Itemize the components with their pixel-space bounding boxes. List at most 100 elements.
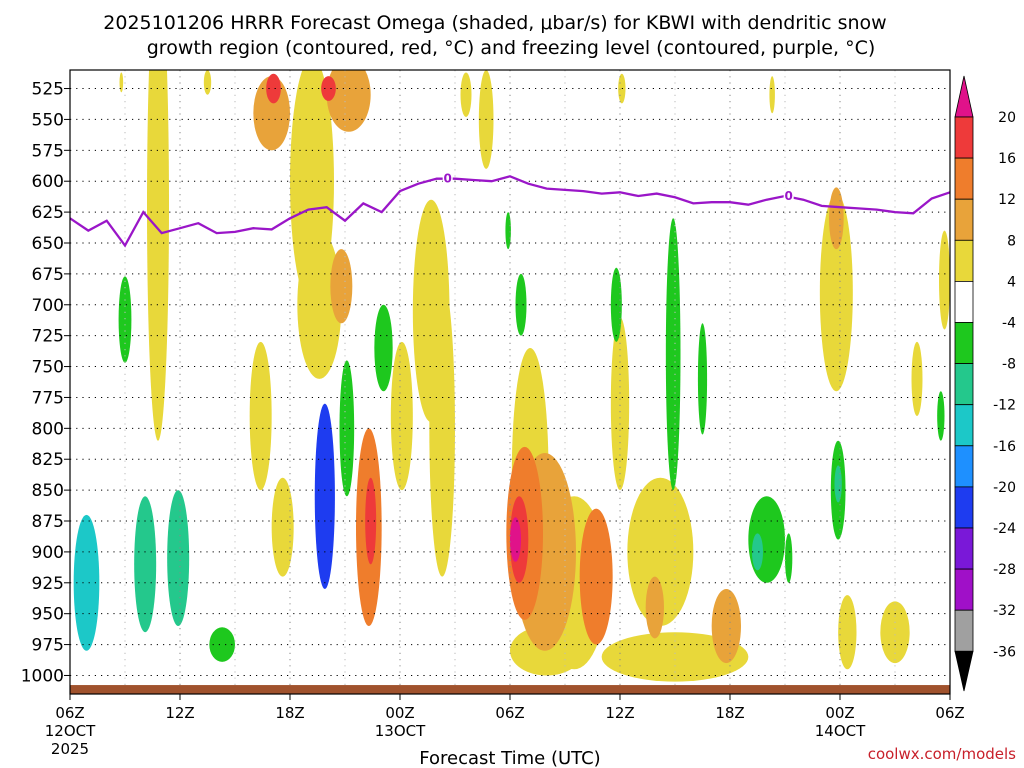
colorbar-bin-11: [954, 568, 974, 611]
x-axis-label: Forecast Time (UTC): [419, 748, 600, 768]
omega-feature-34: [937, 391, 945, 441]
x-tick-label-0: 06Z: [55, 704, 84, 722]
colorbar-label-8: -16: [993, 439, 1016, 455]
x-tick-label-1: 12Z: [165, 704, 194, 722]
y-tick-label-625: 625: [32, 203, 64, 223]
colorbar-bin-9: [954, 486, 974, 529]
x-tick-label-8: 06Z: [935, 704, 964, 722]
x-tick-label-7: 00Z: [825, 704, 854, 722]
x-tick-label-4: 06Z: [495, 704, 524, 722]
freezing-label-bg-1: [783, 188, 794, 203]
y-tick-label-525: 525: [32, 80, 64, 100]
colorbar-bin-8: [954, 445, 974, 488]
omega-feature-39: [829, 187, 844, 250]
x-tick-label-6: 18Z: [715, 704, 744, 722]
omega-feature-3: [297, 230, 342, 379]
y-tick-label-575: 575: [32, 141, 64, 161]
pressure-axis: 525 550 575 600 625 650 675 700 725 750 775 800 825 8…: [21, 80, 70, 686]
omega-feature-1: [249, 341, 272, 491]
omega-feature-57: [314, 403, 335, 589]
freezing-level-label-0: 0: [443, 172, 451, 186]
chart-title-line-1: 2025101206 HRRR Forecast Omega (shaded, …: [103, 12, 886, 34]
omega-feature-33: [939, 230, 950, 330]
y-tick-label-925: 925: [32, 574, 64, 594]
colorbar-bin-0: [954, 116, 974, 159]
x-tick-year-0: 2025: [51, 740, 89, 758]
x-tick-date-3: 13OCT: [375, 722, 426, 740]
omega-feature-55: [365, 477, 377, 565]
omega-feature-15: [460, 72, 472, 117]
y-tick-label-975: 975: [32, 636, 64, 656]
colorbar-bin-4: [954, 280, 974, 323]
y-tick-label-800: 800: [32, 419, 64, 439]
omega-feature-48: [834, 465, 842, 503]
y-tick-label-650: 650: [32, 234, 64, 254]
omega-feature-18: [203, 70, 212, 95]
omega-feature-21: [209, 627, 236, 662]
omega-feature-8: [627, 477, 694, 627]
omega-feature-28: [505, 212, 511, 250]
y-tick-label-875: 875: [32, 512, 64, 532]
omega-feature-14: [911, 341, 923, 416]
colorbar-bin-7: [954, 404, 974, 447]
omega-feature-25: [412, 199, 450, 423]
colorbar-bin-10: [954, 527, 974, 570]
freezing-level-label-1: 0: [784, 189, 792, 203]
omega-feature-13: [880, 601, 910, 664]
omega-feature-30: [665, 218, 681, 491]
colorbar-bin-3: [954, 239, 974, 282]
omega-feature-17: [769, 76, 775, 114]
y-tick-label-550: 550: [32, 110, 64, 130]
y-tick-label-675: 675: [32, 265, 64, 285]
omega-feature-35: [515, 273, 527, 336]
plot-area: 00: [70, 70, 950, 694]
omega-shading: [73, 70, 950, 682]
ground-surface: [70, 685, 950, 694]
y-tick-label-700: 700: [32, 296, 64, 316]
omega-feature-45: [167, 490, 190, 627]
y-tick-label-900: 900: [32, 543, 64, 563]
x-tick-label-3: 00Z: [385, 704, 414, 722]
colorbar: 20 16 12 8 4 -4 -8 -12 -16 -20 -24 -28 -32 -36: [954, 75, 1016, 692]
omega-feature-23: [339, 360, 355, 497]
credit-text[interactable]: coolwx.com/models: [868, 745, 1016, 763]
omega-feature-20: [118, 276, 132, 363]
omega-feature-40: [134, 496, 157, 633]
y-tick-label-725: 725: [32, 327, 64, 347]
colorbar-label-12: -32: [993, 603, 1016, 619]
colorbar-label-3: 8: [1007, 233, 1016, 249]
colorbar-label-6: -8: [1002, 357, 1016, 373]
colorbar-label-13: -36: [993, 644, 1016, 660]
colorbar-label-9: -20: [993, 480, 1016, 496]
ground-band: [70, 685, 950, 694]
x-tick-label-5: 12Z: [605, 704, 634, 722]
omega-feature-11: [819, 193, 853, 392]
y-tick-label-775: 775: [32, 388, 64, 408]
omega-feature-12: [838, 595, 857, 670]
x-tick-date-7: 14OCT: [815, 722, 866, 740]
omega-feature-42: [326, 70, 371, 132]
colorbar-top-arrow: [954, 75, 974, 118]
y-tick-label-1000: 1000: [21, 666, 64, 686]
freezing-label-bg-0: [442, 170, 453, 185]
omega-feature-24: [374, 304, 393, 392]
colorbar-bin-2: [954, 198, 974, 241]
omega-feature-32: [785, 533, 793, 583]
freezing-level-contour: 00: [70, 170, 950, 248]
omega-feature-27: [610, 317, 630, 491]
y-tick-label-750: 750: [32, 358, 64, 378]
colorbar-label-2: 12: [998, 192, 1016, 208]
colorbar-label-4: 4: [1007, 274, 1016, 290]
colorbar-bin-12: [954, 609, 974, 652]
omega-feature-58: [510, 517, 521, 562]
chart-title-line-2: growth region (contoured, red, °C) and f…: [147, 37, 876, 59]
colorbar-label-7: -12: [993, 398, 1016, 414]
omega-feature-51: [73, 514, 100, 651]
omega-feature-31: [697, 323, 708, 435]
colorbar-label-10: -24: [993, 521, 1016, 537]
colorbar-bin-1: [954, 157, 974, 200]
colorbar-label-11: -28: [993, 562, 1016, 578]
x-tick-label-2: 18Z: [275, 704, 304, 722]
freezing-level-line: [70, 175, 950, 248]
